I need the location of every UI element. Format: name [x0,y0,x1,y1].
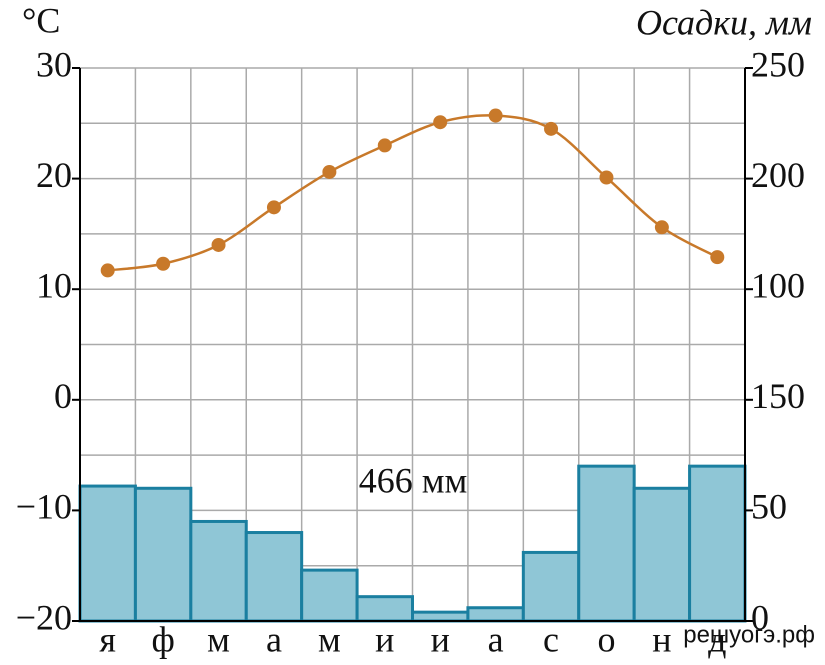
precip-bar [632,486,692,623]
temperature-point [488,108,503,123]
x-tick-label: м [207,619,230,659]
precip-bar [244,531,304,623]
y-tick-label: −10 [16,487,72,527]
y-tick-label: 30 [36,44,72,84]
watermark: решуогэ.рф [683,621,815,648]
precip-bar [78,484,137,623]
annotation: 466 мм [359,460,468,500]
temperature-point [156,256,171,271]
y2-tick-label: 150 [751,376,805,416]
y-tick-label: 10 [36,265,72,305]
left-axis-label: °C [22,0,60,40]
temperature-point [710,250,725,265]
x-tick-label: с [543,619,559,659]
y-tick-label: −20 [16,597,72,637]
y-tick-label: 0 [54,376,72,416]
x-tick-label: и [431,619,450,659]
y2-tick-label: 250 [751,44,805,84]
temperature-point [266,200,281,215]
y-tick-label: 20 [36,155,72,195]
temperature-point [544,121,559,136]
precip-bar [521,550,581,623]
precip-bar [133,486,193,623]
x-tick-label: я [99,619,116,659]
right-axis-label: Осадки, мм [636,2,812,42]
x-tick-label: н [652,619,671,659]
x-tick-label: а [266,619,282,659]
temperature-point [433,115,448,130]
precip-bar [577,464,636,623]
precip-bar [300,568,359,623]
precip-bar [688,464,747,623]
temperature-point [211,237,226,252]
temperature-point [599,170,614,185]
x-tick-label: и [375,619,394,659]
x-tick-label: д [708,619,726,659]
x-tick-label: ф [151,619,174,659]
x-tick-label: о [597,619,615,659]
x-tick-label: м [318,619,341,659]
temperature-point [100,263,115,278]
temperature-point [377,138,392,153]
y2-tick-label: 200 [751,155,805,195]
y2-tick-label: 50 [751,487,787,527]
temperature-point [654,220,669,235]
x-tick-label: а [488,619,504,659]
precip-bar [355,595,415,623]
y2-tick-label: 0 [751,597,769,637]
precip-bar [189,519,248,623]
y2-tick-label: 100 [751,265,805,305]
temperature-point [322,164,337,179]
